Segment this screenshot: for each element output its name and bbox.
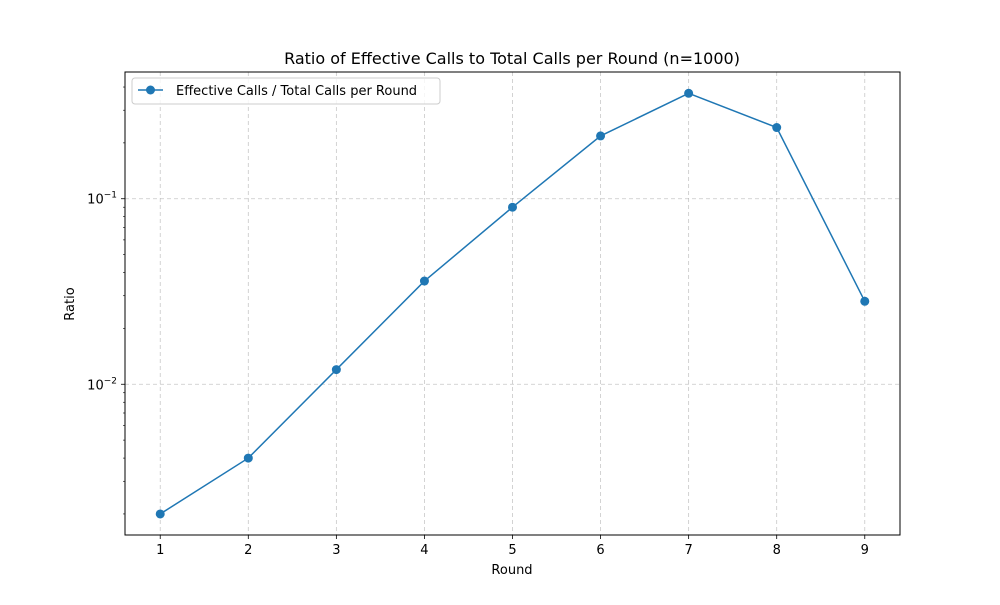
x-tick-label: 9 <box>861 543 869 558</box>
legend-entry-label: Effective Calls / Total Calls per Round <box>176 84 417 99</box>
data-point <box>155 509 165 519</box>
series-layer <box>155 88 870 519</box>
x-tick-label: 8 <box>773 543 781 558</box>
y-axis-label: Ratio <box>63 287 78 320</box>
data-point <box>684 88 694 98</box>
x-tick-label: 7 <box>684 543 692 558</box>
data-point <box>419 276 429 286</box>
x-tick-label: 6 <box>596 543 604 558</box>
legend-marker-swatch <box>146 85 155 95</box>
x-tick-label: 4 <box>420 543 428 558</box>
data-point <box>596 131 606 141</box>
y-tick-label: 10−2 <box>87 376 117 393</box>
chart-title: Ratio of Effective Calls to Total Calls … <box>284 49 740 68</box>
x-tick-label: 5 <box>508 543 516 558</box>
data-point <box>331 365 341 375</box>
x-axis-label: Round <box>491 563 532 578</box>
axis-ticks: 1 2 3 4 5 6 7 8 9 10−2 10−1 <box>87 86 869 558</box>
data-point <box>508 202 517 212</box>
x-tick-label: 2 <box>244 543 252 558</box>
x-tick-label: 1 <box>156 543 164 558</box>
data-point <box>772 123 782 133</box>
data-point <box>860 296 870 306</box>
y-tick-label: 10−1 <box>87 191 117 208</box>
legend: Effective Calls / Total Calls per Round <box>131 77 441 105</box>
legend-box <box>131 77 441 105</box>
data-point <box>243 453 253 463</box>
x-tick-label: 3 <box>332 543 340 558</box>
